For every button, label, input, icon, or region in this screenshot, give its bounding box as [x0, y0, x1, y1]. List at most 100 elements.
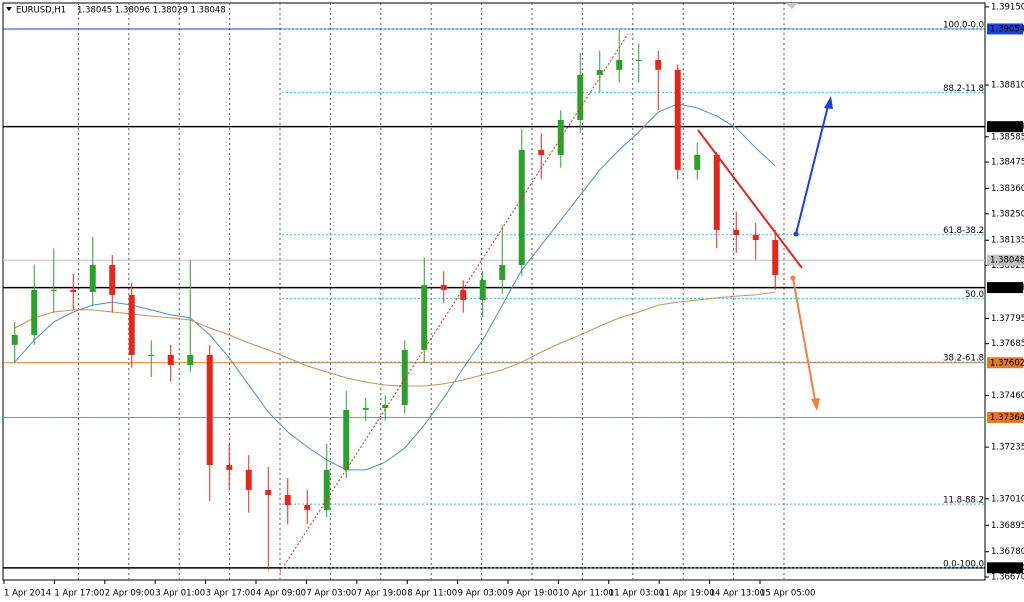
- candle-body: [538, 149, 545, 155]
- x-tick-label: 4 Apr 09:00: [256, 589, 306, 599]
- candle-body: [440, 285, 447, 290]
- candle-body: [109, 265, 116, 295]
- fib-label: 0.0-100.0: [943, 559, 984, 569]
- y-tick-label: 1.37010: [991, 494, 1024, 504]
- arrow-head: [824, 96, 833, 109]
- x-tick-label: 9 Apr 03:00: [458, 589, 508, 599]
- price-label: 1.39054: [990, 24, 1024, 34]
- price-label-box: [987, 254, 1023, 266]
- candle-body: [284, 494, 291, 506]
- candle-body: [304, 505, 311, 510]
- candle-body: [31, 289, 38, 335]
- candle-body: [226, 465, 233, 470]
- moving-average: [14, 291, 776, 387]
- candle-body: [460, 289, 467, 300]
- y-tick-label: 1.38475: [991, 158, 1024, 168]
- candle-body: [752, 234, 759, 240]
- price-label: 1.37364: [990, 413, 1024, 423]
- x-tick-label: 11 Apr 19:00: [659, 589, 714, 599]
- price-label-box: [987, 411, 1023, 423]
- quote: 1.38045 1.38096 1.38029 1.38048: [77, 6, 226, 16]
- fib-trend-line: [279, 33, 629, 573]
- price-label-box: [987, 562, 1023, 574]
- candle-body: [772, 240, 779, 275]
- x-tick-label: 1 Apr 2014: [4, 589, 51, 599]
- price-label-box: [987, 121, 1023, 133]
- y-tick-label: 1.38360: [991, 184, 1024, 194]
- candle-body: [343, 409, 350, 470]
- arrow-head: [811, 398, 820, 411]
- plot-frame: [2, 2, 986, 581]
- candle-body: [635, 60, 642, 61]
- candle-body: [401, 349, 408, 406]
- x-tick-label: 3 Apr 01:00: [155, 589, 205, 599]
- arrow-origin: [790, 275, 796, 281]
- candle-body: [89, 265, 96, 292]
- candle-body: [70, 289, 77, 292]
- fib-label: 88.2-11.8: [943, 84, 984, 94]
- y-tick-label: 1.37795: [991, 314, 1024, 324]
- shift-marker: [786, 3, 798, 9]
- y-tick-label: 1.37235: [991, 443, 1024, 453]
- y-tick-label: 1.39150: [991, 2, 1024, 12]
- x-tick-label: 9 Apr 19:00: [508, 589, 558, 599]
- x-tick-label: 2 Apr 09:00: [105, 589, 155, 599]
- fib-label: 61.8-38.2: [943, 226, 984, 236]
- candle-body: [245, 469, 252, 490]
- candle-body: [518, 149, 525, 266]
- fib-label: 11.8-88.2: [943, 496, 984, 506]
- candle-body: [265, 489, 272, 495]
- y-tick-label: 1.38135: [991, 236, 1024, 246]
- arrow-origin: [793, 231, 799, 237]
- y-tick-label: 1.38250: [991, 209, 1024, 219]
- x-tick-label: 1 Apr 17:00: [54, 589, 104, 599]
- candle-body: [713, 154, 720, 230]
- candle-body: [148, 354, 155, 356]
- moving-average: [14, 103, 776, 471]
- candle-body: [596, 69, 603, 75]
- price-label-box: [987, 357, 1023, 369]
- y-tick-label: 1.36780: [991, 547, 1024, 557]
- arrow-down: [792, 277, 816, 401]
- candle-body: [733, 229, 740, 235]
- price-label: 1.38629: [990, 122, 1024, 132]
- x-tick-label: 8 Apr 11:00: [407, 589, 457, 599]
- y-tick-label: 1.38810: [991, 81, 1024, 91]
- x-tick-label: 15 Apr 05:00: [760, 589, 815, 599]
- candle-body: [479, 280, 486, 300]
- x-tick-label: 14 Apr 13:00: [710, 589, 765, 599]
- price-label: 1.36710: [990, 563, 1024, 573]
- candle-body: [674, 69, 681, 170]
- candle-body: [50, 289, 57, 291]
- candle-body: [616, 60, 623, 70]
- candle-body: [167, 354, 174, 366]
- candle-body: [421, 285, 428, 350]
- y-tick-label: 1.37460: [991, 391, 1024, 401]
- menu-arrow: [6, 7, 12, 11]
- x-tick-label: 7 Apr 19:00: [357, 589, 407, 599]
- fib-label: 50.0: [965, 290, 984, 300]
- candle-body: [128, 294, 135, 355]
- candle-body: [499, 265, 506, 280]
- x-tick-label: 11 Apr 03:00: [609, 589, 664, 599]
- candle-body: [323, 469, 330, 510]
- y-tick-label: 1.38025: [991, 261, 1024, 271]
- candle-body: [11, 334, 18, 345]
- y-tick-label: 1.36670: [991, 573, 1024, 583]
- candle-body: [382, 405, 389, 409]
- candle-body: [577, 74, 584, 120]
- x-tick-label: 7 Apr 03:00: [306, 589, 356, 599]
- candle-body: [362, 408, 369, 410]
- price-label: 1.38048: [990, 256, 1024, 266]
- fib-label: 100.0-0.0: [943, 20, 984, 30]
- x-tick-label: 3 Apr 17:00: [206, 589, 256, 599]
- candle-body: [694, 154, 701, 170]
- candle-body: [206, 354, 213, 466]
- price-label: 1.37602: [990, 358, 1024, 368]
- candle-body: [187, 354, 194, 366]
- fib-label: 38.2-61.8: [943, 354, 984, 364]
- price-label-box: [987, 23, 1023, 35]
- y-tick-label: 1.38585: [991, 132, 1024, 142]
- candle-body: [655, 60, 662, 70]
